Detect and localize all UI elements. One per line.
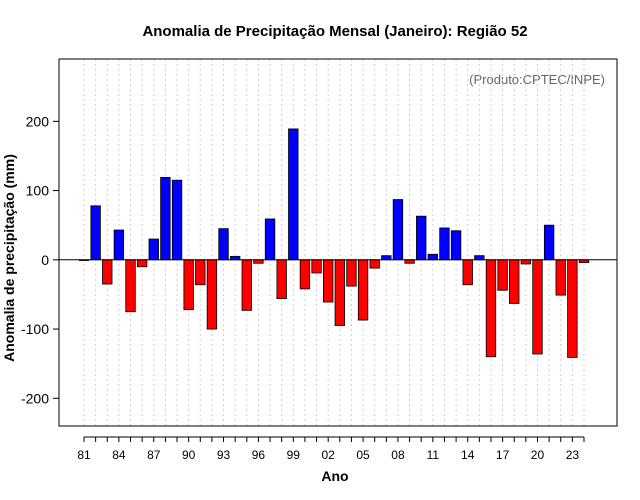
bar-1997 [264,218,276,261]
bar-2023 [567,259,578,358]
grid-lines [83,59,585,426]
x-tick-label: 23 [566,448,580,462]
bar-2008 [392,199,404,261]
bar-1989 [171,179,183,261]
x-tick-label: 20 [531,448,545,462]
y-tick-label: 0 [41,252,49,268]
bar-1984 [113,229,125,261]
bar-2011 [427,253,439,261]
y-tick-label: -200 [21,390,49,406]
bar-1994 [229,255,241,261]
bar-1995 [241,259,252,311]
bar-2017 [497,259,508,291]
bar-2021 [543,224,555,261]
bar-1986 [136,259,148,268]
x-axis-label: Ano [321,468,348,484]
bar-1983 [102,259,113,285]
x-tick-label: 11 [427,448,440,462]
y-axis: -200 -100 0 100 200 [21,113,59,406]
plot-frame [58,58,618,427]
y-tick-label: 100 [26,183,50,199]
bar-2016 [485,259,497,358]
bar-2013 [450,230,462,261]
bar-1993 [218,228,229,261]
bar-2007 [381,255,392,261]
y-tick-label: 200 [26,113,50,129]
bar-2020 [532,259,543,355]
bar-2012 [439,227,450,261]
chart-title: Anomalia de Precipitação Mensal (Janeiro… [142,23,527,40]
x-tick-label: 90 [182,448,196,462]
y-axis-label: Anomalia de precipitação (mm) [1,154,17,362]
bar-2015 [474,255,485,261]
bar-2002 [323,259,334,303]
bar-1996 [253,259,264,264]
x-tick-label: 08 [391,448,405,462]
x-tick-label: 81 [77,448,91,462]
bar-1988 [160,177,171,261]
bar-1999 [288,128,299,261]
x-tick-label: 02 [322,448,336,462]
x-axis: 81 84 87 90 93 96 99 02 05 08 11 14 17 20 23 [77,436,585,462]
bars-group [78,128,590,358]
x-tick-label: 87 [147,448,161,462]
bar-2018 [509,259,520,304]
bar-1990 [183,259,194,311]
bar-2010 [416,215,427,261]
bar-2022 [555,259,566,296]
bar-1992 [206,259,218,330]
x-tick-label: 05 [356,448,370,462]
y-tick-label: -100 [21,321,49,337]
bar-2006 [369,259,380,269]
x-tick-label: 17 [496,448,510,462]
x-tick-label: 99 [287,448,301,462]
bar-1991 [195,259,206,286]
bar-2001 [311,259,322,274]
x-tick-label: 96 [252,448,266,462]
bar-1982 [90,205,101,261]
bar-2019 [520,259,532,265]
bar-2003 [334,259,345,326]
bar-2009 [404,259,415,264]
bar-2000 [299,259,311,290]
bar-1987 [148,238,159,261]
x-tick-label: 93 [217,448,231,462]
bar-2014 [462,259,473,286]
bar-1985 [125,259,136,313]
bar-2005 [357,259,369,321]
x-tick-label: 14 [461,448,475,462]
x-tick-label: 84 [112,448,126,462]
bar-2004 [346,259,357,287]
bar-1998 [276,259,287,299]
